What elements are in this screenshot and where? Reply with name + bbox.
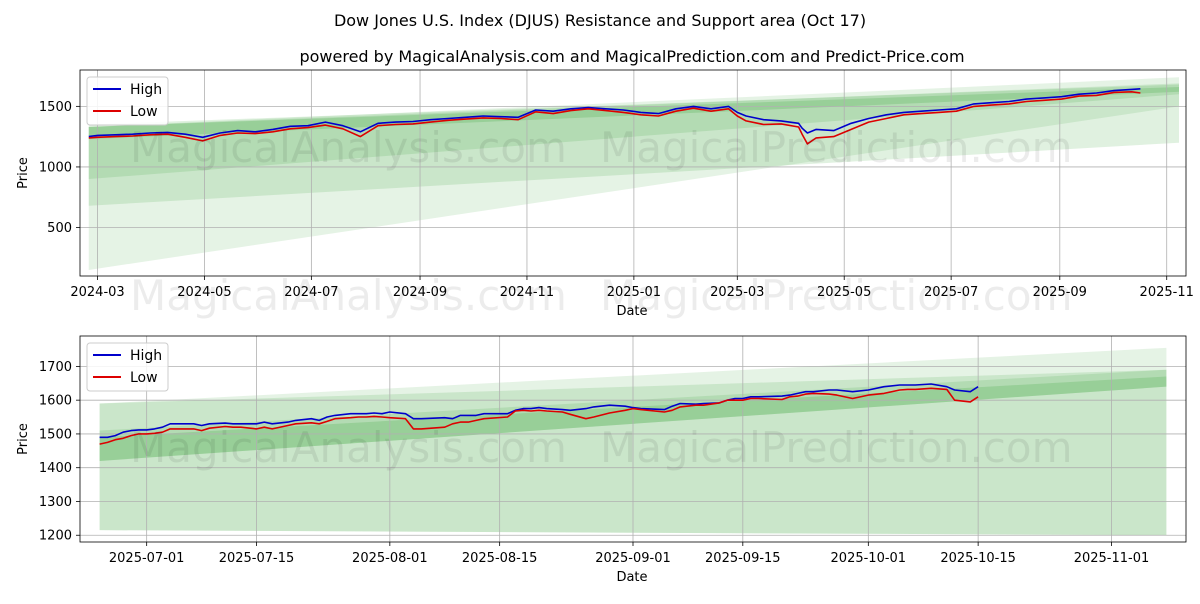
watermark-analysis-mid: MagicalAnalysis.com <box>130 271 567 320</box>
top-panel: 2024-03 2024-05 2024-07 2024-09 2024-11 2025-… <box>16 69 1194 319</box>
x-tick-label: 2025-08-01 <box>352 551 428 566</box>
y-tick-label: 1300 <box>39 495 72 510</box>
x-tick-label: 2025-09-15 <box>705 551 781 566</box>
x-tick-label: 2025-11-01 <box>1074 551 1150 566</box>
x-tick-label: 2025-07-01 <box>109 551 185 566</box>
plot-frame <box>79 335 1187 543</box>
plot-frame <box>79 69 1187 277</box>
watermark-analysis-top: MagicalAnalysis.com <box>130 123 567 172</box>
x-tick-label: 2025-08-15 <box>462 551 538 566</box>
watermark-prediction-mid: MagicalPrediction.com <box>600 271 1073 320</box>
x-tick-label: 2025-10-01 <box>831 551 907 566</box>
watermark-layer: MagicalAnalysis.com MagicalPrediction.co… <box>130 123 1073 472</box>
y-tick-label: 1500 <box>39 100 72 115</box>
legend-label-high: High <box>130 82 162 98</box>
legend: High Low <box>86 76 169 126</box>
x-tick-label: 2025-05 <box>817 285 871 300</box>
watermark-prediction-bottom: MagicalPrediction.com <box>600 423 1073 472</box>
series-low-line <box>99 387 979 445</box>
x-axis-label: Date <box>616 304 647 319</box>
x-tick-label: 2025-10-15 <box>940 551 1016 566</box>
x-tick-label: 2025-09 <box>1033 285 1087 300</box>
legend: High Low <box>86 342 169 392</box>
y-axis-label: Price <box>16 157 31 189</box>
watermark-analysis-bottom: MagicalAnalysis.com <box>130 423 567 472</box>
y-tick-label: 1700 <box>39 360 72 375</box>
bottom-panel: 2025-07-01 2025-07-15 2025-08-01 2025-08-15… <box>16 335 1187 585</box>
y-tick-label: 1400 <box>39 461 72 476</box>
x-tick-label: 2025-01 <box>607 285 661 300</box>
series-high-line <box>99 383 979 439</box>
y-tick-label: 1500 <box>39 427 72 442</box>
x-tick-label: 2024-07 <box>284 285 338 300</box>
x-tick-label: 2024-05 <box>177 285 231 300</box>
series-low-line <box>88 91 1141 145</box>
legend-label-high: High <box>130 348 162 364</box>
x-tick-label: 2024-09 <box>393 285 447 300</box>
y-tick-label: 1600 <box>39 394 72 409</box>
chart-title: Dow Jones U.S. Index (DJUS) Resistance a… <box>334 11 866 30</box>
y-tick-label: 1000 <box>39 160 72 175</box>
series-high-line <box>88 88 1141 139</box>
x-tick-label: 2024-03 <box>70 285 124 300</box>
y-axis-label: Price <box>16 423 31 455</box>
chart-subtitle: powered by MagicalAnalysis.com and Magic… <box>299 47 964 66</box>
x-tick-label: 2025-07 <box>924 285 978 300</box>
watermark-prediction-top: MagicalPrediction.com <box>600 123 1073 172</box>
x-tick-label: 2025-09-01 <box>595 551 671 566</box>
y-tick-label: 1200 <box>39 529 72 544</box>
x-tick-label: 2025-03 <box>710 285 764 300</box>
x-tick-label: 2024-11 <box>500 285 554 300</box>
y-tick-label: 500 <box>47 221 72 236</box>
legend-label-low: Low <box>130 370 158 386</box>
x-tick-label: 2025-07-15 <box>219 551 295 566</box>
x-tick-label: 2025-11 <box>1140 285 1194 300</box>
x-axis-label: Date <box>616 570 647 585</box>
legend-label-low: Low <box>130 104 158 120</box>
